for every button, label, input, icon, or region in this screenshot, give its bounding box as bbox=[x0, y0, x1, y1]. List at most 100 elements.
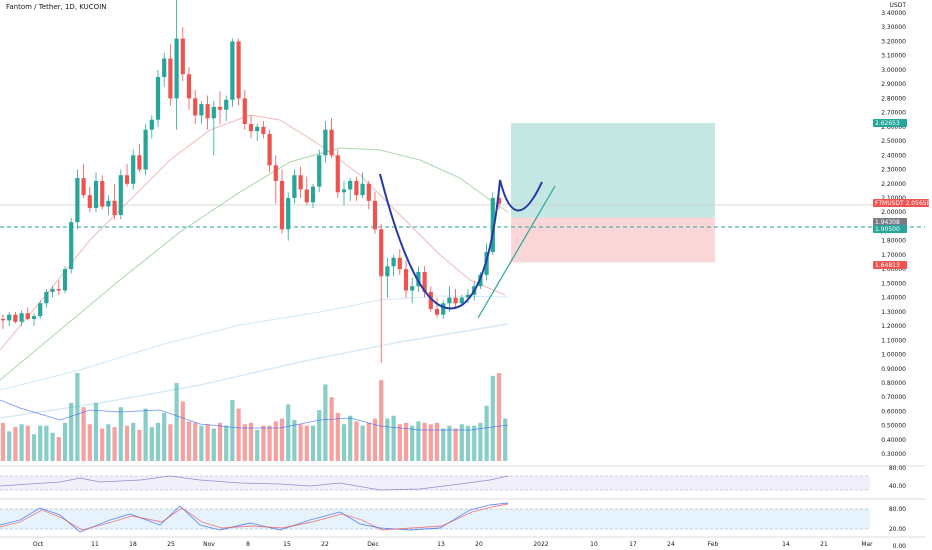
volume-bar bbox=[62, 422, 68, 461]
x-tick-label: 13 bbox=[437, 541, 445, 548]
candle-body bbox=[25, 313, 30, 319]
candle-body bbox=[434, 308, 440, 315]
volume-bar bbox=[31, 434, 37, 461]
candle-body bbox=[310, 186, 316, 203]
y-tick-label: 0.90000 bbox=[881, 366, 906, 373]
y-tick-label: 2.10000 bbox=[881, 195, 906, 202]
volume-bar bbox=[25, 425, 30, 461]
volume-bar bbox=[155, 422, 161, 461]
candle-body bbox=[323, 129, 328, 156]
volume-bar bbox=[19, 424, 24, 461]
volume-bar bbox=[56, 437, 61, 461]
stoch-band bbox=[0, 509, 870, 529]
chart-title: Fantom / Tether, 1D, KUCOIN bbox=[6, 3, 107, 11]
y-tick-label: 3.00000 bbox=[881, 67, 906, 74]
y-tick-label: 1.80000 bbox=[881, 238, 906, 245]
volume-bar bbox=[131, 422, 136, 461]
y-tick-label: 1.60000 bbox=[881, 266, 906, 273]
candle-body bbox=[230, 41, 235, 100]
candle-body bbox=[447, 297, 452, 304]
candle-body bbox=[279, 180, 285, 230]
volume-bar bbox=[50, 432, 55, 461]
volume-bar bbox=[13, 427, 18, 461]
y-tick-label: 2.80000 bbox=[881, 95, 906, 102]
candle-body bbox=[292, 175, 297, 198]
candle-body bbox=[186, 74, 192, 99]
y-tick-label: 2.30000 bbox=[881, 167, 906, 174]
candle-body bbox=[329, 129, 334, 156]
candle-body bbox=[143, 129, 148, 170]
candle-body bbox=[75, 178, 80, 223]
candle-body bbox=[106, 200, 111, 207]
candle-body bbox=[131, 155, 136, 184]
ma-line-green bbox=[0, 147, 509, 381]
candle-body bbox=[360, 183, 365, 196]
current-price-badge bbox=[873, 199, 929, 207]
volume-bar bbox=[149, 427, 154, 461]
candle-body bbox=[273, 165, 278, 181]
volume-bar bbox=[366, 422, 371, 461]
stoch-tick-label: 80.00 bbox=[889, 506, 906, 513]
countdown-badge bbox=[873, 218, 907, 226]
volume-bar bbox=[143, 408, 148, 461]
volume-bar bbox=[118, 407, 123, 461]
currency-label: USDT bbox=[890, 2, 907, 9]
candle-body bbox=[366, 183, 371, 201]
y-tick-label: 0.70000 bbox=[881, 394, 906, 401]
volume-bar bbox=[397, 424, 402, 461]
volume-bar bbox=[360, 425, 365, 461]
volume-bar bbox=[199, 425, 204, 461]
stoch-tick-label: 0.00 bbox=[893, 543, 907, 550]
candle-body bbox=[496, 197, 502, 204]
candle-body bbox=[341, 189, 347, 193]
x-tick-label: Oct bbox=[33, 541, 44, 548]
candle-body bbox=[19, 313, 24, 322]
volume-bar bbox=[403, 422, 409, 461]
volume-bar bbox=[484, 405, 489, 461]
volume-bar bbox=[44, 425, 49, 461]
volume-bar bbox=[341, 424, 347, 461]
candle-body bbox=[410, 286, 415, 291]
volume-bar bbox=[93, 402, 99, 461]
y-tick-label: 3.10000 bbox=[881, 53, 906, 60]
candle-body bbox=[441, 303, 446, 315]
volume-bar bbox=[174, 382, 179, 461]
y-tick-label: 2.40000 bbox=[881, 152, 906, 159]
volume-bar bbox=[472, 425, 477, 461]
volume-bar bbox=[329, 397, 334, 461]
y-tick-label: 1.70000 bbox=[881, 252, 906, 259]
candle-body bbox=[335, 155, 340, 193]
rsi-band bbox=[0, 476, 870, 490]
candle-body bbox=[62, 269, 68, 291]
volume-bar bbox=[273, 421, 278, 461]
candle-body bbox=[242, 98, 247, 124]
stoch-k-line bbox=[0, 502, 509, 533]
volume-bar bbox=[503, 418, 508, 461]
volume-bar bbox=[304, 425, 309, 461]
volume-bar bbox=[267, 425, 272, 461]
candle-body bbox=[69, 222, 74, 270]
candle-body bbox=[354, 180, 359, 196]
x-tick-label: 10 bbox=[590, 541, 598, 548]
candle-body bbox=[385, 266, 390, 277]
support-price-badge bbox=[873, 225, 907, 233]
volume-bar bbox=[279, 418, 285, 461]
volume-bar bbox=[441, 428, 446, 461]
volume-bar bbox=[434, 422, 440, 461]
candle-body bbox=[490, 197, 495, 253]
volume-bar bbox=[354, 421, 359, 461]
volume-bar bbox=[236, 408, 241, 461]
volume-bar bbox=[69, 402, 74, 461]
candle-body bbox=[422, 271, 427, 292]
stop-price-badge bbox=[873, 261, 907, 269]
volume-bar bbox=[242, 424, 247, 461]
trend-line bbox=[477, 185, 556, 319]
y-tick-label: 2.70000 bbox=[881, 110, 906, 117]
candle-body bbox=[38, 303, 43, 317]
current-price-badge-text: FTMUSDT 2.05658 bbox=[875, 200, 931, 207]
rsi-tick-label: 40.00 bbox=[889, 483, 906, 490]
volume-bar bbox=[211, 428, 216, 461]
volume-bar bbox=[292, 419, 297, 461]
volume-bar bbox=[465, 425, 471, 461]
